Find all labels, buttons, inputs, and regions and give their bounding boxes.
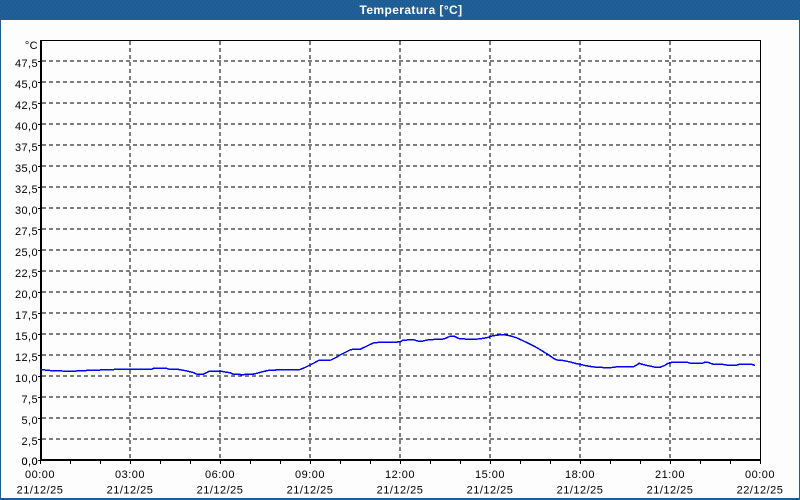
svg-text:21/12/25: 21/12/25 <box>287 485 334 497</box>
svg-text:°C: °C <box>25 40 38 52</box>
svg-text:21/12/25: 21/12/25 <box>467 485 514 497</box>
svg-text:Temperatura [°C]: Temperatura [°C] <box>360 3 463 17</box>
svg-text:20,0: 20,0 <box>15 289 38 301</box>
svg-text:37,5: 37,5 <box>15 142 38 154</box>
svg-text:47,5: 47,5 <box>15 58 38 70</box>
svg-text:21/12/25: 21/12/25 <box>377 485 424 497</box>
svg-text:21/12/25: 21/12/25 <box>647 485 694 497</box>
svg-text:12:00: 12:00 <box>385 469 415 481</box>
svg-text:42,5: 42,5 <box>15 100 38 112</box>
svg-text:5,0: 5,0 <box>22 415 39 427</box>
svg-text:12,5: 12,5 <box>15 352 38 364</box>
svg-text:00:00: 00:00 <box>25 469 55 481</box>
svg-text:21/12/25: 21/12/25 <box>107 485 154 497</box>
svg-text:15:00: 15:00 <box>475 469 505 481</box>
svg-text:10,0: 10,0 <box>15 373 38 385</box>
svg-text:7,5: 7,5 <box>22 394 39 406</box>
svg-text:03:00: 03:00 <box>115 469 145 481</box>
svg-text:40,0: 40,0 <box>15 121 38 133</box>
svg-text:21:00: 21:00 <box>655 469 685 481</box>
svg-text:30,0: 30,0 <box>15 205 38 217</box>
svg-text:0,0: 0,0 <box>22 456 39 468</box>
svg-text:0,0: 0,0 <box>22 456 39 468</box>
svg-text:06:00: 06:00 <box>205 469 235 481</box>
svg-text:22/12/25: 22/12/25 <box>737 485 784 497</box>
svg-text:09:00: 09:00 <box>295 469 325 481</box>
svg-text:21/12/25: 21/12/25 <box>17 485 64 497</box>
svg-text:17,5: 17,5 <box>15 310 38 322</box>
svg-text:35,0: 35,0 <box>15 163 38 175</box>
svg-text:22,5: 22,5 <box>15 268 38 280</box>
svg-text:45,0: 45,0 <box>15 79 38 91</box>
svg-text:2,5: 2,5 <box>22 436 39 448</box>
svg-text:32,5: 32,5 <box>15 184 38 196</box>
svg-text:21/12/25: 21/12/25 <box>557 485 604 497</box>
svg-text:25,0: 25,0 <box>15 247 38 259</box>
svg-text:27,5: 27,5 <box>15 226 38 238</box>
svg-text:21/12/25: 21/12/25 <box>197 485 244 497</box>
svg-text:00:00: 00:00 <box>745 469 775 481</box>
svg-text:18:00: 18:00 <box>565 469 595 481</box>
svg-text:15,0: 15,0 <box>15 331 38 343</box>
